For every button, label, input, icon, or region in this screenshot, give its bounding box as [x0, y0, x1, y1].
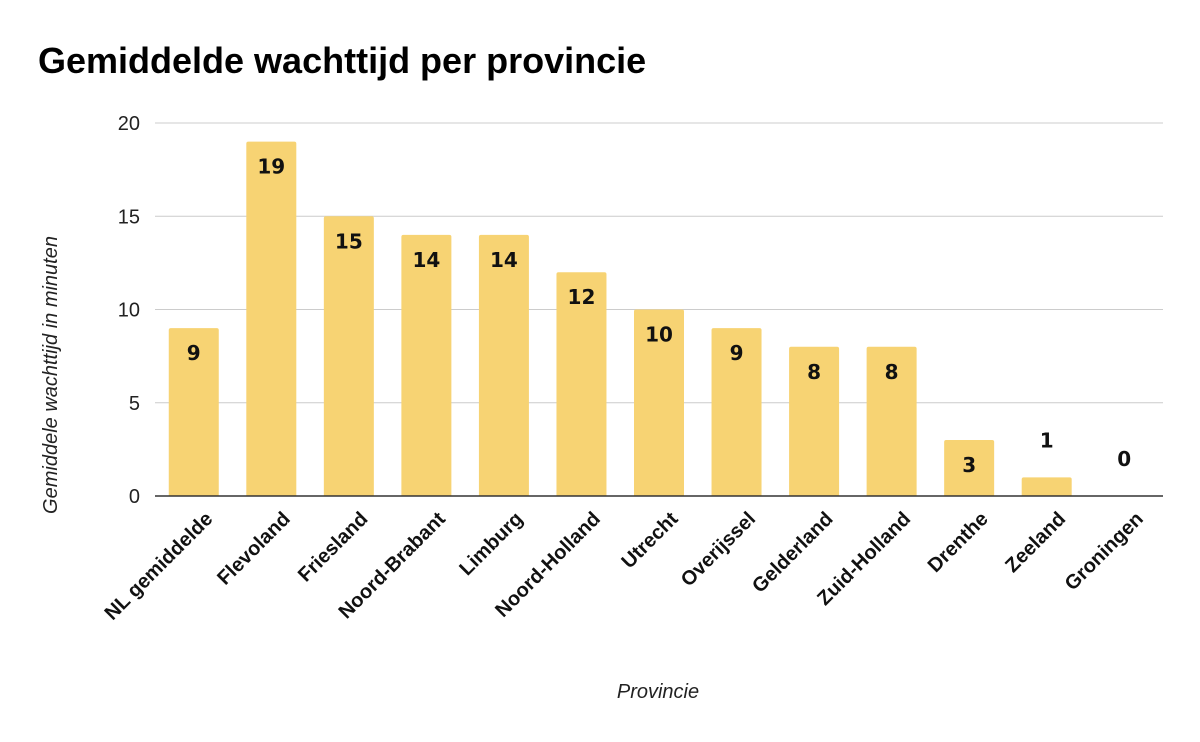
data-label: 0 — [1117, 447, 1131, 471]
bar — [789, 346, 840, 496]
data-label: 15 — [335, 229, 363, 253]
data-label: 14 — [412, 248, 440, 272]
data-label: 9 — [730, 341, 744, 365]
data-label: 10 — [645, 323, 673, 347]
x-category-label: Utrecht — [617, 508, 682, 573]
bar — [634, 309, 684, 496]
bar — [478, 234, 529, 496]
y-tick-label: 10 — [118, 300, 140, 322]
chart-title: Gemiddelde wachttijd per provincie — [38, 40, 647, 81]
bars — [168, 141, 1072, 496]
x-axis-title: Provincie — [617, 681, 699, 703]
y-tick-label: 5 — [129, 393, 140, 415]
bar — [401, 234, 452, 496]
bar — [246, 141, 297, 496]
data-label: 19 — [257, 155, 285, 179]
bar — [323, 216, 374, 496]
x-category-label: Overijssel — [677, 508, 760, 591]
bar — [556, 272, 607, 496]
data-label: 14 — [490, 248, 518, 272]
data-label: 1 — [1040, 428, 1054, 452]
y-axis-ticks: 0 5 10 15 20 — [118, 113, 140, 508]
data-label: 8 — [807, 360, 821, 384]
data-label: 9 — [187, 341, 201, 365]
y-tick-label: 15 — [118, 206, 140, 228]
y-axis-title: Gemiddele wachttijd in minuten — [40, 236, 62, 514]
x-category-label: Zeeland — [1001, 508, 1070, 577]
bar — [168, 328, 219, 496]
x-category-label: Limburg — [455, 508, 527, 580]
bar — [944, 440, 995, 496]
data-label: 8 — [885, 360, 899, 384]
y-tick-label: 0 — [129, 486, 140, 508]
x-category-label: Drenthe — [924, 508, 993, 577]
bar — [1021, 477, 1072, 496]
x-category-label: Flevoland — [213, 508, 295, 590]
x-category-label: NL gemiddelde — [101, 508, 218, 625]
bar — [866, 346, 917, 496]
bar — [711, 328, 762, 496]
data-label: 3 — [962, 453, 976, 477]
y-tick-label: 20 — [118, 113, 140, 135]
data-label: 12 — [568, 285, 596, 309]
x-category-label: Friesland — [294, 508, 372, 586]
x-category-label: Groningen — [1061, 508, 1148, 595]
